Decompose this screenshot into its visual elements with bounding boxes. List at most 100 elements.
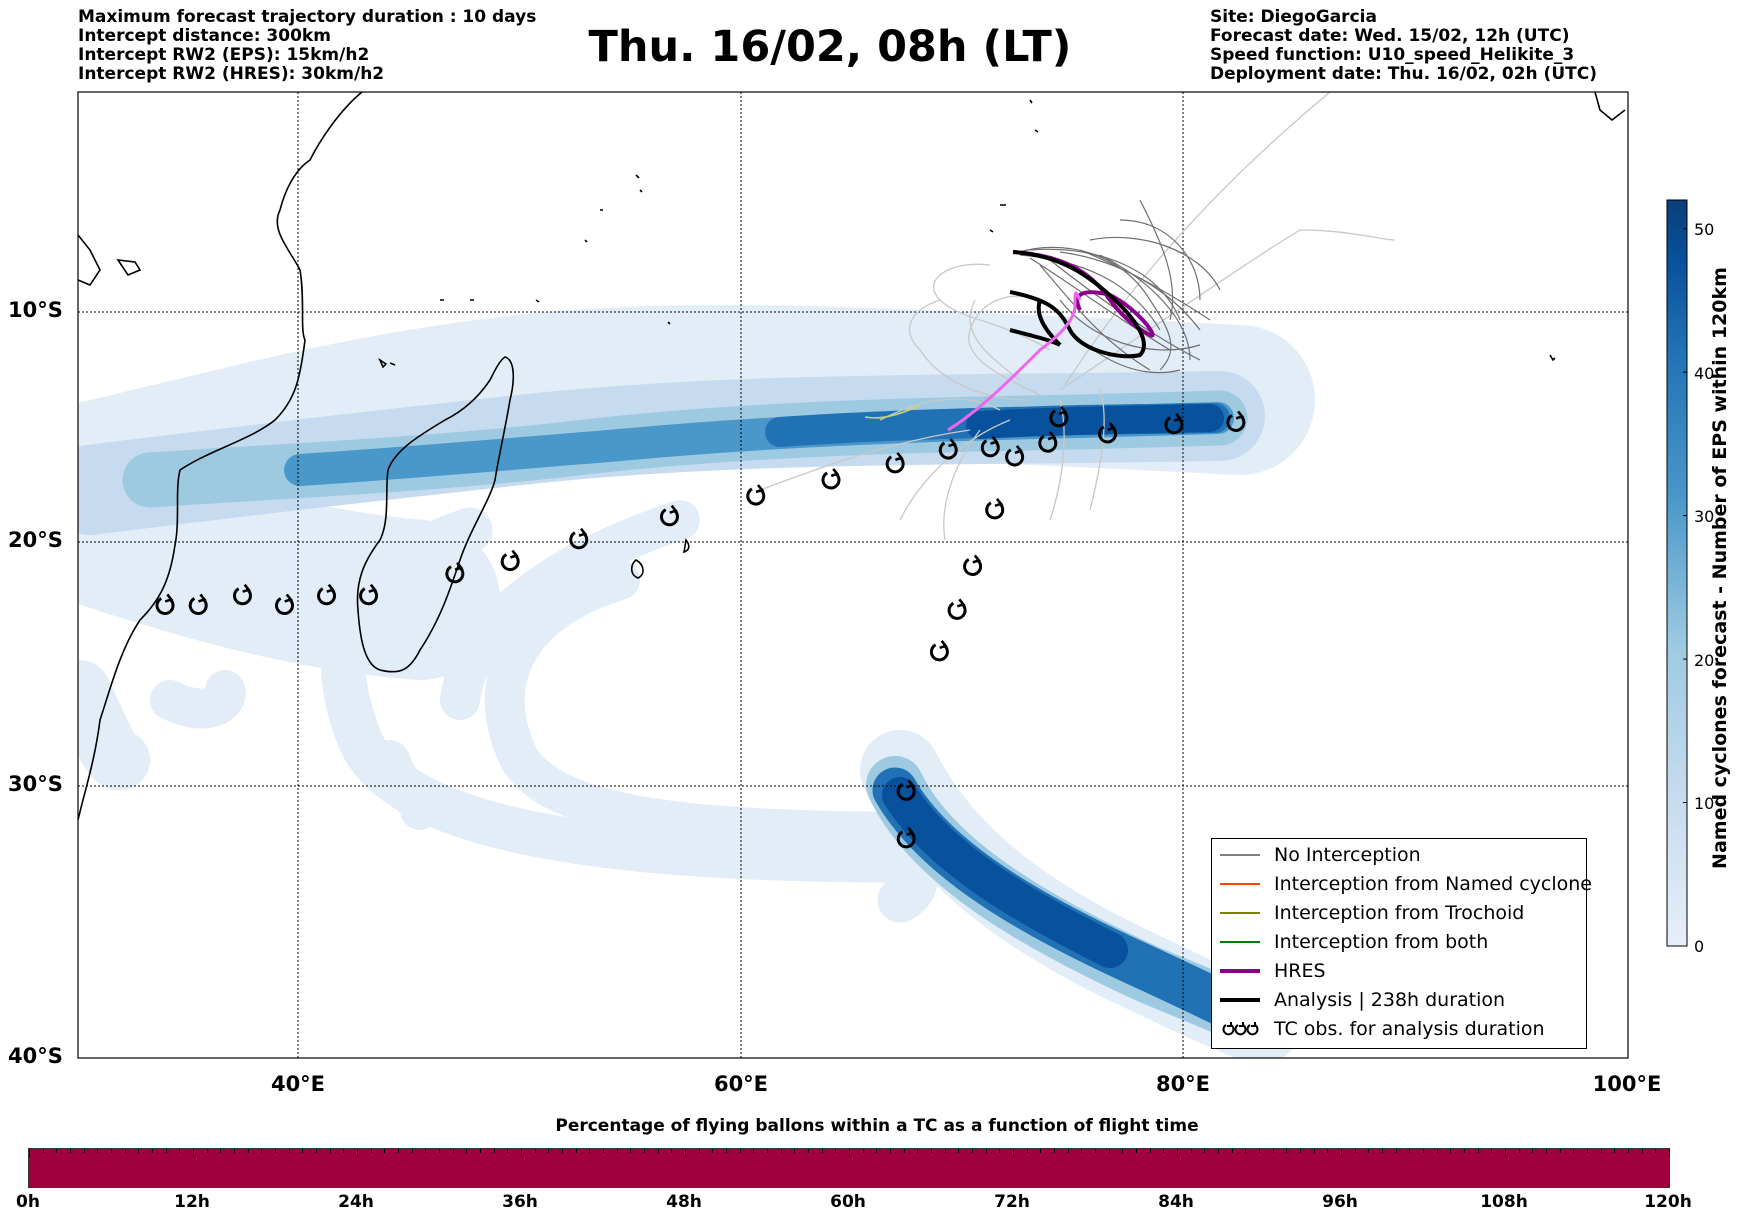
flight-time-tick (521, 1149, 522, 1157)
flight-time-tick (1436, 1149, 1438, 1153)
flight-time-tick (1464, 1149, 1465, 1153)
lon-label: 80°E (1155, 1072, 1211, 1096)
flight-time-tick (1546, 1149, 1547, 1153)
flight-time-tick (1395, 1149, 1397, 1153)
legend-item: No Interception (1220, 842, 1421, 868)
flight-time-tick (794, 1149, 796, 1153)
flight-time-tick (111, 1149, 112, 1153)
legend-line (1220, 969, 1260, 973)
flight-time-tick (507, 1149, 509, 1153)
flight-time-tick (343, 1149, 345, 1153)
tc-obs-marker (232, 583, 252, 606)
flight-time-tick (1136, 1149, 1137, 1153)
flight-time-tick (589, 1149, 591, 1153)
flight-time-tick (1095, 1149, 1096, 1153)
flight-time-tick (1013, 1149, 1014, 1157)
flight-time-tick-label: 60h (830, 1192, 866, 1212)
flight-time-tick (56, 1149, 58, 1153)
flight-time-tick (603, 1149, 604, 1153)
flight-time-tick (179, 1149, 181, 1153)
flight-time-tick (739, 1149, 741, 1153)
flight-time-tick (616, 1149, 618, 1153)
flight-time-tick (466, 1149, 468, 1153)
flight-time-bar-title: Percentage of flying ballons within a TC… (555, 1116, 1199, 1136)
legend-line (1220, 854, 1260, 856)
flight-time-tick (985, 1149, 987, 1153)
legend-item: Interception from both (1220, 929, 1488, 955)
flight-time-tick (1259, 1149, 1260, 1153)
flight-time-tick-label: 24h (338, 1192, 374, 1212)
flight-time-tick (1641, 1149, 1643, 1153)
flight-time-tick (1300, 1149, 1301, 1153)
lon-label: 60°E (713, 1072, 769, 1096)
flight-time-tick (1163, 1149, 1165, 1153)
flight-time-tick (425, 1149, 427, 1153)
colorbar-ticks (1683, 228, 1687, 947)
flight-time-tick (1081, 1149, 1083, 1153)
legend-label: Interception from Trochoid (1274, 902, 1525, 924)
flight-time-tick (1122, 1149, 1124, 1153)
flight-time-tick (1628, 1149, 1629, 1153)
tc-obs-marker (985, 497, 1005, 520)
flight-time-tick (357, 1149, 358, 1157)
legend-line (1220, 998, 1260, 1002)
tc-obs-marker (569, 527, 589, 550)
flight-time-tick (698, 1149, 700, 1153)
flight-time-tick (1054, 1149, 1055, 1153)
flight-time-tick (329, 1149, 331, 1153)
lat-label: 10°S (8, 298, 63, 322)
flight-time-tick (206, 1149, 208, 1153)
flight-time-tick (193, 1149, 194, 1157)
flight-time-tick-label: 96h (1322, 1192, 1358, 1212)
flight-time-tick (1532, 1149, 1534, 1153)
legend-item: TC obs. for analysis duration (1220, 1016, 1545, 1042)
flight-time-tick (1368, 1149, 1370, 1153)
tc-observations (155, 405, 1246, 849)
flight-time-tick (876, 1149, 878, 1153)
tc-obs-marker (980, 435, 1000, 458)
flight-time-tick (1382, 1149, 1383, 1153)
legend-label: TC obs. for analysis duration (1274, 1018, 1545, 1040)
lon-label: 40°E (270, 1072, 326, 1096)
flight-time-tick (849, 1149, 850, 1157)
flight-time-tick (384, 1149, 386, 1153)
flight-time-tick (29, 1149, 30, 1157)
colorbar-tick-label: 40 (1694, 364, 1715, 383)
legend-label: HRES (1274, 960, 1326, 982)
legend-item: Interception from Named cyclone (1220, 871, 1592, 897)
tc-symbol-icon (1222, 1022, 1259, 1036)
flight-time-tick (247, 1149, 249, 1153)
header-line: Intercept distance: 300km (78, 26, 331, 46)
flight-time-tick (1272, 1149, 1274, 1153)
flight-time-tick (152, 1149, 153, 1153)
tc-obs-marker (947, 598, 967, 620)
flight-time-tick (534, 1149, 536, 1153)
flight-time-tick (917, 1149, 919, 1153)
header-info-left: Maximum forecast trajectory duration : 1… (78, 8, 536, 84)
flight-time-tick (726, 1149, 727, 1153)
flight-time-tick (261, 1149, 263, 1153)
flight-time-tick (1067, 1149, 1069, 1153)
flight-time-tick (890, 1149, 891, 1153)
page-title: Thu. 16/02, 08h (LT) (588, 22, 1072, 72)
flight-time-tick (288, 1149, 290, 1153)
flight-time-tick (220, 1149, 222, 1153)
legend-item: Analysis | 238h duration (1220, 987, 1505, 1013)
flight-time-tick (1204, 1149, 1206, 1153)
flight-time-tick (1559, 1149, 1561, 1153)
flight-time-tick (1669, 1149, 1670, 1157)
flight-time-tick (97, 1149, 99, 1153)
flight-time-tick (452, 1149, 454, 1153)
tc-obs-marker (938, 438, 958, 460)
flight-time-tick-label: 84h (1158, 1192, 1194, 1212)
flight-time-tick (835, 1149, 837, 1153)
legend-line (1220, 941, 1260, 943)
flight-time-tick (903, 1149, 905, 1153)
flight-time-tick (753, 1149, 755, 1153)
flight-time-tick (1026, 1149, 1028, 1153)
flight-time-tick (1040, 1149, 1042, 1153)
flight-time-tick-label: 0h (16, 1192, 40, 1212)
header-line: Intercept RW2 (EPS): 15km/h2 (78, 45, 370, 65)
flight-time-tick (398, 1149, 399, 1153)
flight-time-tick (124, 1149, 126, 1153)
